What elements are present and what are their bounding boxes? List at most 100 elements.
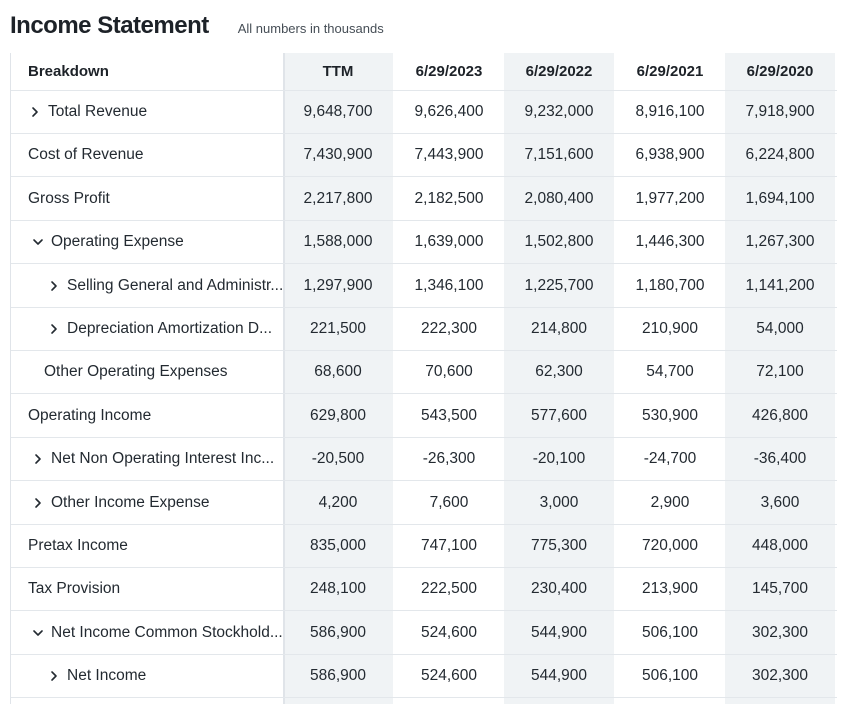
value-cell: 2,900	[650, 493, 690, 511]
table-row[interactable]: Total Revenue 9,648,700 9,626,400 9,232,000…	[11, 91, 837, 134]
chevron-right-icon[interactable]	[47, 322, 61, 336]
statement-header: Income Statement All numbers in thousand…	[10, 6, 384, 46]
chevron-right-icon[interactable]	[47, 279, 61, 293]
chevron-down-icon[interactable]	[31, 626, 45, 640]
value-cell: 1,502,800	[524, 233, 594, 251]
table-row: Pretax Income 835,000 747,100 775,300 720,00…	[11, 525, 837, 568]
value-cell: 4,200	[318, 493, 358, 511]
units-note: All numbers in thousands	[237, 20, 384, 36]
chevron-down-icon[interactable]	[31, 235, 45, 249]
value-cell: 221,500	[309, 320, 367, 337]
value-cell: 3,600	[760, 493, 800, 511]
row-label-text: Operating Income	[28, 406, 152, 424]
row-label[interactable]: Other Income Expense	[11, 482, 303, 524]
row-label-text: Other Income Expense	[51, 493, 210, 511]
value-cell: 222,500	[420, 580, 478, 598]
table-row[interactable]: Net Non Operating Interest Inc... -20,500…	[11, 438, 837, 482]
table-header-row: Breakdown TTM 6/29/2023 6/29/2022 6/29/2…	[11, 53, 837, 91]
value-cell: 68,600	[314, 363, 362, 381]
column-shade	[725, 53, 835, 704]
value-cell: 1,297,900	[303, 276, 373, 294]
value-cell: 230,400	[530, 580, 588, 598]
table-row[interactable]: Depreciation Amortization D... 221,500 222…	[11, 308, 837, 351]
value-cell: 2,182,500	[414, 189, 484, 207]
value-cell: 506,100	[641, 667, 699, 685]
chevron-right-icon[interactable]	[31, 496, 45, 510]
row-label-text: Tax Provision	[28, 580, 121, 598]
table-row[interactable]: Operating Expense 1,588,000 1,639,000 1,502…	[11, 221, 837, 265]
row-label-text: Other Operating Expenses	[44, 363, 228, 381]
value-cell: 248,100	[309, 580, 367, 598]
value-cell: -20,500	[311, 450, 365, 468]
value-cell: 747,100	[420, 537, 478, 554]
value-cell: 54,000	[756, 320, 804, 337]
value-cell: 54,700	[646, 363, 694, 381]
value-cell: 448,000	[751, 537, 809, 554]
row-label-text: Net Income	[67, 667, 147, 685]
table-row[interactable]: Other Income Expense 4,200 7,600 3,000 2,900…	[11, 482, 837, 525]
value-cell: 7,151,600	[524, 146, 594, 164]
row-label: Tax Provision	[11, 568, 300, 610]
value-cell: 9,626,400	[414, 103, 484, 120]
value-cell: 506,100	[641, 623, 699, 641]
row-label[interactable]: Net Non Operating Interest Inc...	[11, 438, 303, 480]
value-cell: 543,500	[420, 406, 478, 424]
value-cell: 7,443,900	[414, 146, 484, 164]
table-row: Operating Income 629,800 543,500 577,600 530…	[11, 395, 837, 438]
value-cell: 1,639,000	[414, 233, 484, 251]
row-label-text: Net Non Operating Interest Inc...	[51, 450, 275, 468]
value-cell: 524,600	[420, 623, 478, 641]
value-cell: 720,000	[641, 537, 699, 554]
row-label[interactable]: Selling General and Administr...	[11, 265, 319, 307]
row-label[interactable]: Net Income	[11, 655, 319, 697]
value-cell: 302,300	[751, 623, 809, 641]
row-label[interactable]: Operating Expense	[11, 221, 303, 263]
value-cell: 1,588,000	[303, 233, 373, 251]
row-label[interactable]: Net Income Common Stockhold...	[11, 612, 303, 654]
row-label: Pretax Income	[11, 525, 300, 567]
table-row[interactable]: Net Income 586,900 524,600 544,900 506,100 30…	[11, 655, 837, 699]
value-cell: 544,900	[530, 667, 588, 685]
value-cell: 426,800	[751, 406, 809, 424]
value-cell: 2,080,400	[524, 189, 594, 207]
value-cell: 1,694,100	[745, 189, 815, 207]
income-statement-table: Breakdown TTM 6/29/2023 6/29/2022 6/29/2…	[10, 53, 837, 704]
value-cell: 7,430,900	[303, 146, 373, 164]
value-cell: 3,000	[539, 493, 579, 511]
column-divider	[283, 53, 285, 704]
row-label-text: Total Revenue	[48, 103, 148, 120]
row-label-text: Depreciation Amortization D...	[67, 320, 273, 337]
value-cell: 629,800	[309, 406, 367, 424]
row-label-text: Cost of Revenue	[28, 146, 144, 164]
value-cell: 6,938,900	[635, 146, 705, 164]
row-label[interactable]: Depreciation Amortization D...	[11, 308, 319, 350]
value-cell: 72,100	[756, 363, 804, 381]
row-label: Gross Profit	[11, 178, 300, 220]
value-cell: 544,900	[530, 623, 588, 641]
value-cell: -20,100	[532, 450, 586, 468]
value-cell: 210,900	[641, 320, 699, 337]
value-cell: 6,224,800	[745, 146, 815, 164]
table-row[interactable]: Selling General and Administr... 1,297,90…	[11, 265, 837, 308]
chevron-right-icon[interactable]	[47, 669, 61, 683]
value-cell: 1,446,300	[635, 233, 705, 251]
value-cell: 70,600	[425, 363, 473, 381]
value-cell: 9,648,700	[303, 103, 373, 120]
value-cell: 1,225,700	[524, 276, 594, 294]
chevron-right-icon[interactable]	[28, 105, 42, 119]
chevron-right-icon[interactable]	[31, 452, 45, 466]
row-label[interactable]: Total Revenue	[11, 91, 300, 133]
row-label-text: Gross Profit	[28, 189, 110, 207]
table-row: Cost of Revenue 7,430,900 7,443,900 7,151,6…	[11, 134, 837, 178]
row-label: Operating Income	[11, 395, 300, 437]
value-cell: 7,918,900	[745, 103, 815, 120]
value-cell: 530,900	[641, 406, 699, 424]
column-header: 6/29/2023	[415, 63, 483, 80]
row-label-text: Pretax Income	[28, 537, 128, 554]
value-cell: 775,300	[530, 537, 588, 554]
value-cell: 8,916,100	[635, 103, 705, 120]
table-row[interactable]: Net Income Common Stockhold... 586,900 524…	[11, 612, 837, 655]
value-cell: 222,300	[420, 320, 478, 337]
value-cell: 577,600	[530, 406, 588, 424]
column-header: 6/29/2022	[525, 63, 593, 80]
